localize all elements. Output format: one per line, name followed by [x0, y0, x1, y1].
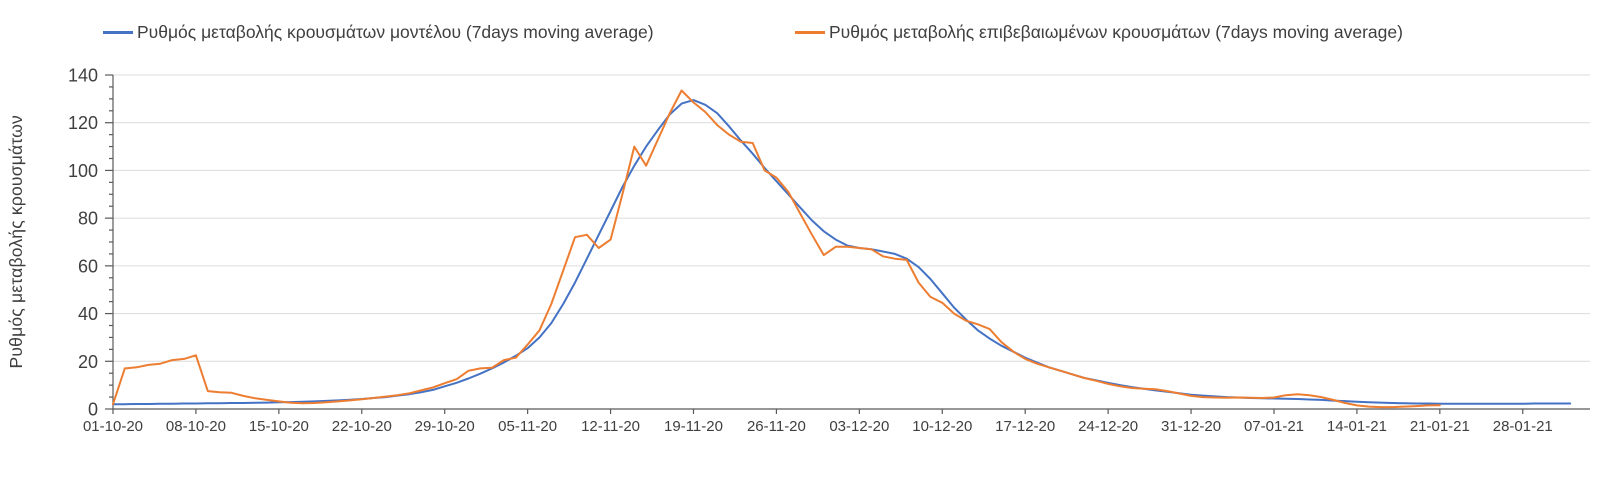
x-tick-label: 15-10-20	[249, 418, 309, 435]
legend-label-model: Ρυθμός μεταβολής κρουσμάτων μοντέλου (7d…	[137, 22, 654, 42]
x-tick-label: 12-11-20	[581, 418, 640, 435]
y-tick-label: 80	[78, 209, 98, 229]
series-line-confirmed	[112, 89, 1441, 409]
x-tick-label: 19-11-20	[664, 418, 723, 435]
x-tick-label: 08-10-20	[166, 418, 226, 435]
x-tick-label: 31-12-20	[1161, 418, 1221, 435]
legend-line-marker-model	[103, 31, 133, 34]
y-axis-title: Ρυθμός μεταβολής κρουσμάτων	[6, 115, 26, 369]
x-tick-label: 21-01-21	[1410, 418, 1470, 435]
y-tick-label: 100	[68, 161, 98, 181]
x-tick-label: 24-12-20	[1078, 418, 1138, 435]
x-tick-label: 17-12-20	[995, 418, 1055, 435]
x-tick-label: 05-11-20	[498, 418, 557, 435]
legend-label-confirmed: Ρυθμός μεταβολής επιβεβαιωμένων κρουσμάτ…	[829, 22, 1403, 42]
x-tick-label: 03-12-20	[829, 418, 889, 435]
y-tick-label: 20	[78, 352, 98, 372]
series-line-model	[112, 99, 1572, 406]
x-tick-label: 26-11-20	[747, 418, 806, 435]
x-tick-label: 29-10-20	[415, 418, 475, 435]
x-tick-label: 14-01-21	[1327, 418, 1387, 435]
y-tick-label: 0	[88, 400, 98, 420]
legend-item-confirmed: Ρυθμός μεταβολής επιβεβαιωμένων κρουσμάτ…	[795, 22, 1403, 43]
legend-line-marker-confirmed	[795, 31, 825, 34]
x-tick-label: 10-12-20	[912, 418, 972, 435]
y-tick-label: 140	[68, 66, 98, 86]
y-tick-label: 120	[68, 113, 98, 133]
x-tick-label: 01-10-20	[83, 418, 143, 435]
y-tick-label: 60	[78, 256, 98, 276]
y-tick-label: 40	[78, 304, 98, 324]
legend-item-model: Ρυθμός μεταβολής κρουσμάτων μοντέλου (7d…	[103, 22, 654, 43]
x-tick-label: 28-01-21	[1493, 418, 1553, 435]
x-tick-label: 22-10-20	[332, 418, 392, 435]
x-tick-label: 07-01-21	[1244, 418, 1304, 435]
